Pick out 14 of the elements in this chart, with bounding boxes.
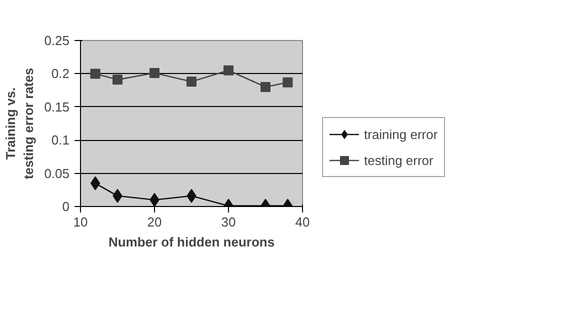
x-tick-label: 20	[147, 214, 162, 230]
x-tick-label: 30	[221, 214, 236, 230]
y-axis-title: Training vs. testing error rates	[3, 68, 36, 180]
x-axis-title: Number of hidden neurons	[108, 234, 275, 250]
legend-label: testing error	[364, 152, 434, 168]
y-tick-label: 0.15	[44, 99, 70, 114]
y-tick-label: 0.05	[44, 166, 70, 181]
x-tick-label: 40	[295, 214, 310, 230]
y-tick-label: 0.25	[44, 33, 70, 48]
legend-label: training error	[364, 126, 438, 142]
y-tick-label: 0.2	[51, 66, 70, 82]
y-tick-label: 0.1	[51, 132, 70, 148]
y-tick-label: 0	[62, 199, 70, 214]
x-tick-label: 10	[73, 214, 88, 230]
